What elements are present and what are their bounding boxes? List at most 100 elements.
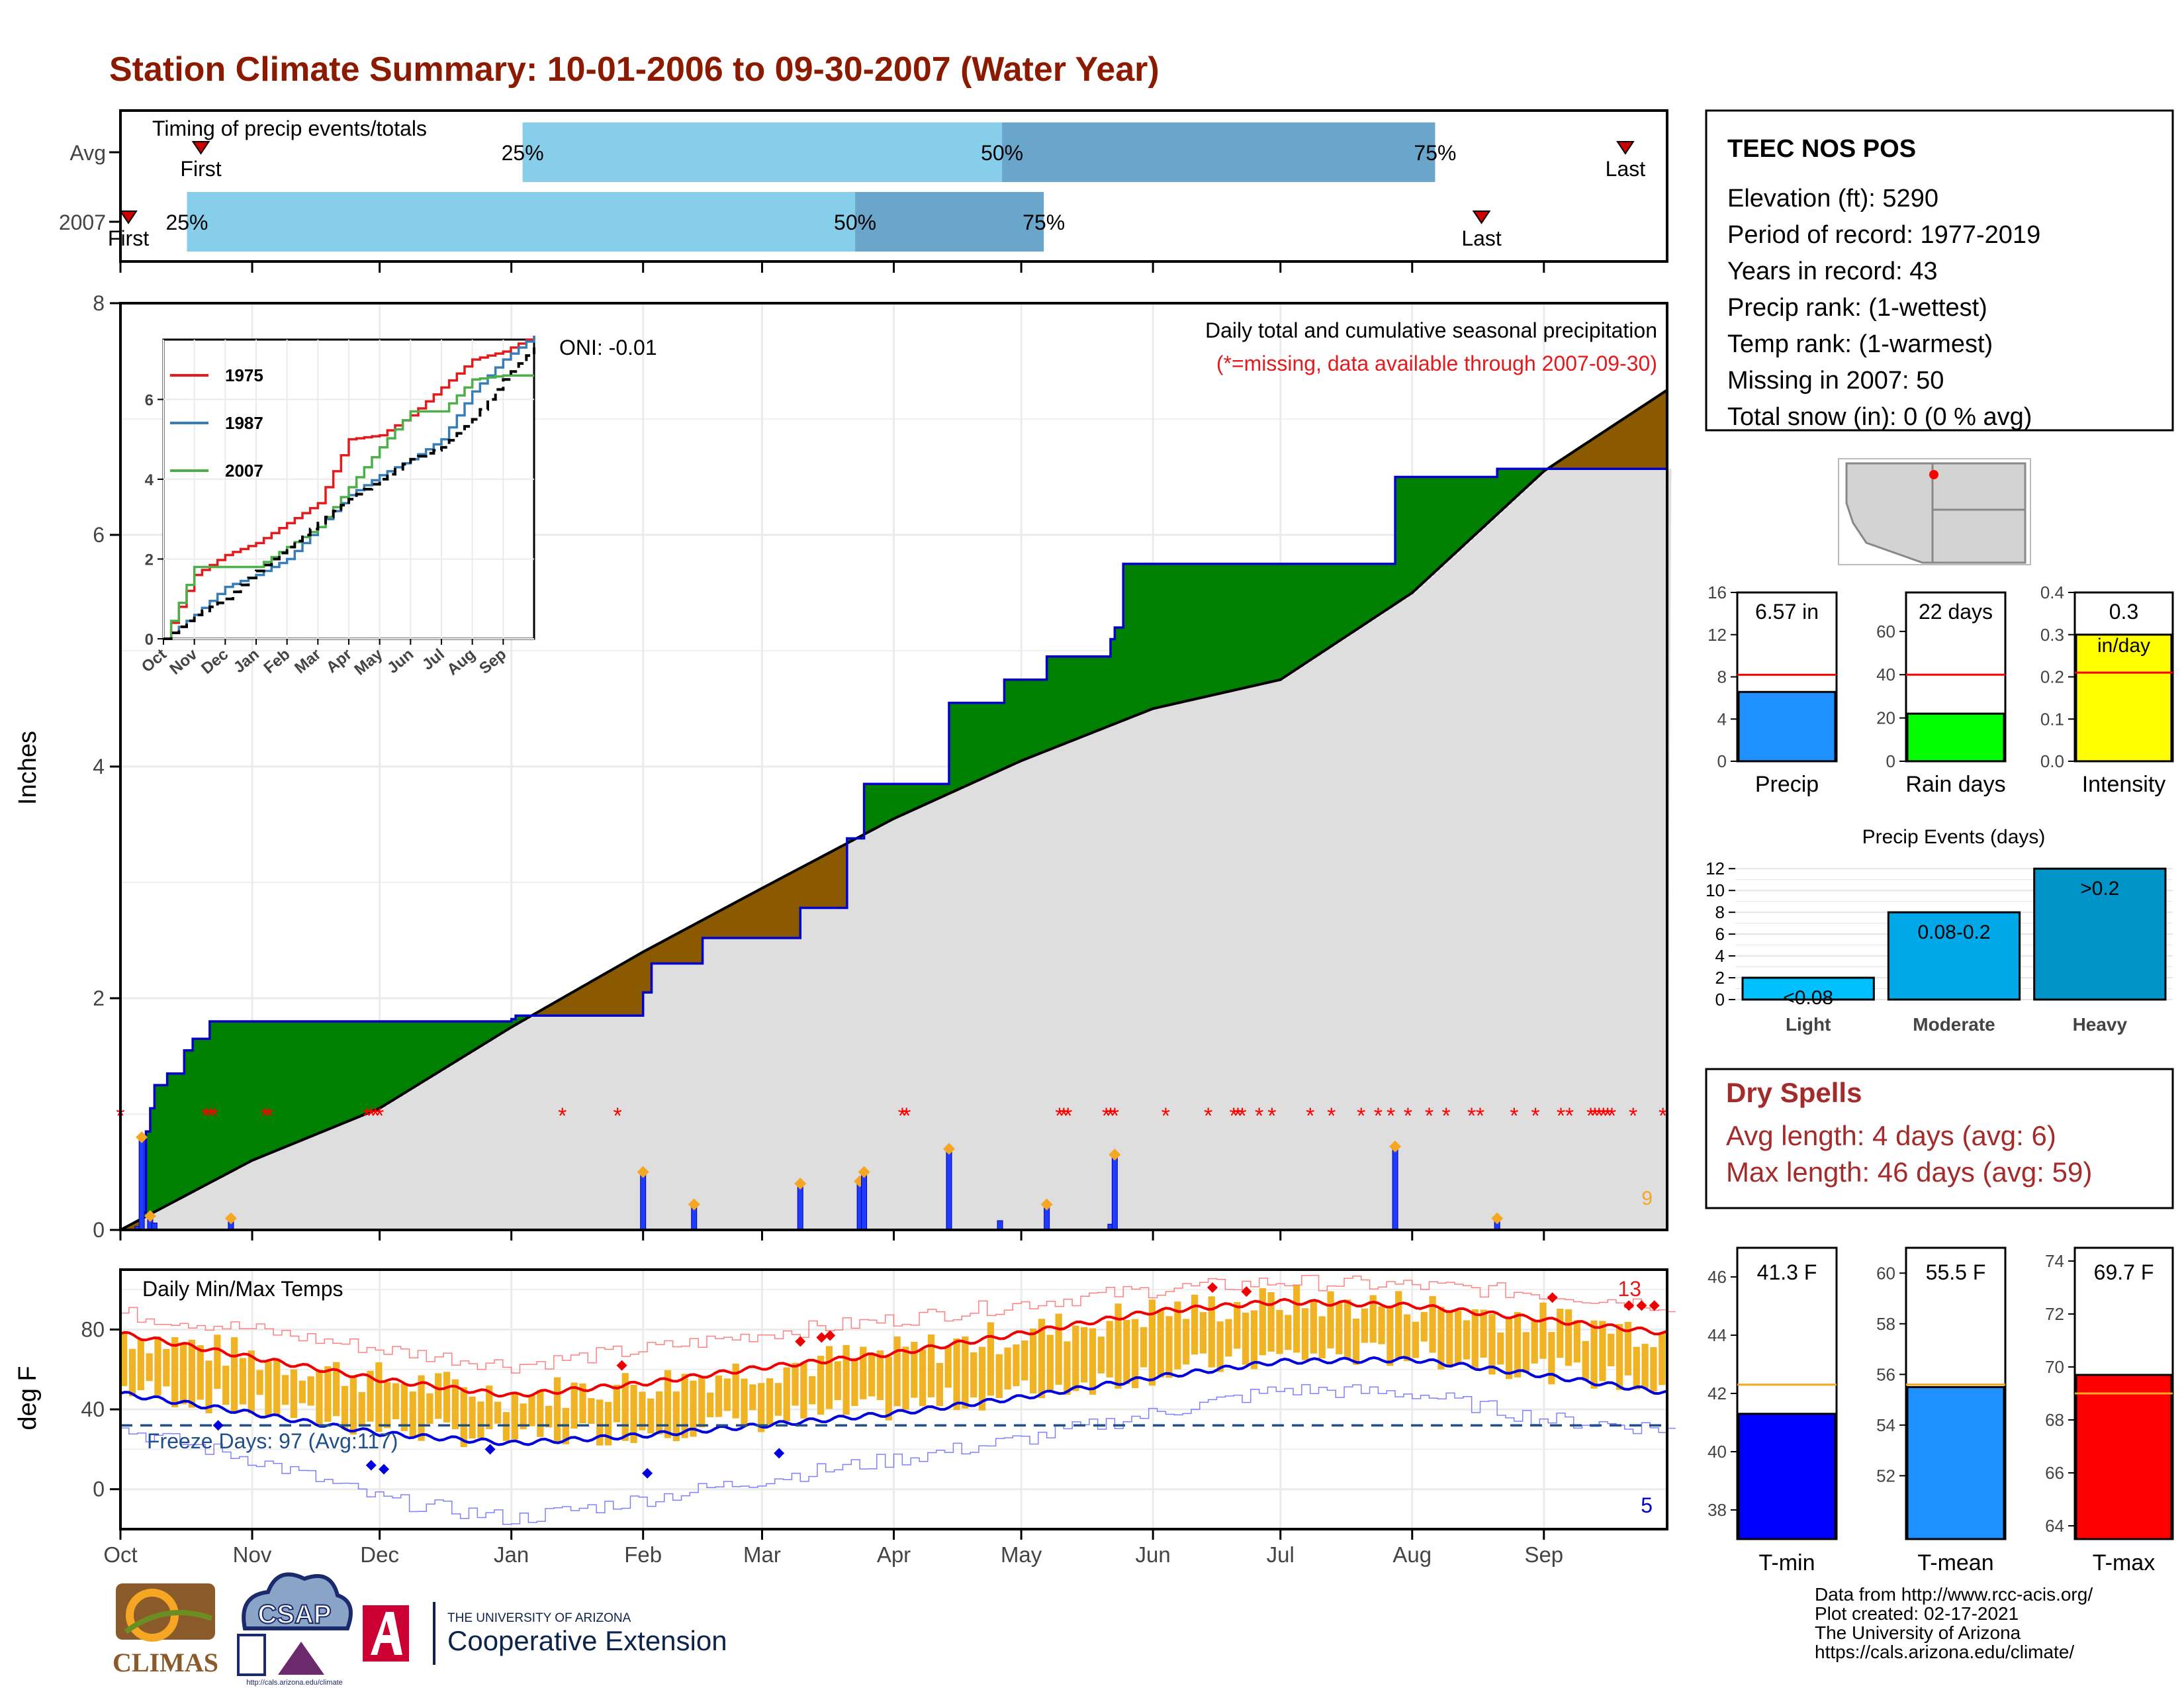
below-average-fill — [668, 937, 674, 964]
timing-bar-50-75 — [855, 192, 1044, 252]
above-average-fill — [1148, 563, 1154, 710]
below-average-fill — [604, 972, 610, 1016]
daily-temp-range-bar — [316, 1369, 323, 1425]
mini-bar-tick-label: 4 — [1717, 709, 1727, 729]
below-average-fill — [736, 900, 741, 938]
above-average-fill — [902, 784, 907, 814]
above-average-fill — [1395, 477, 1400, 603]
timing-last-label: Last — [1461, 226, 1502, 250]
below-average-fill — [804, 865, 809, 908]
above-average-fill — [486, 1021, 491, 1042]
above-average-fill — [1132, 563, 1137, 716]
below-average-fill — [813, 860, 818, 908]
below-average-fill — [787, 873, 793, 938]
csap-mountain — [278, 1642, 324, 1675]
daily-temp-range-bar — [409, 1391, 416, 1438]
above-average-fill — [1314, 563, 1320, 656]
temp-bar-value-label: 41.3 F — [1757, 1260, 1817, 1284]
missing-day-marker: * — [1267, 1103, 1276, 1129]
events-y-tick-label: 12 — [1706, 859, 1725, 878]
above-average-fill — [906, 784, 911, 812]
daily-temp-range-bar — [758, 1383, 765, 1432]
daily-temp-range-bar — [1004, 1347, 1011, 1390]
above-average-fill — [277, 1021, 283, 1149]
temp-bar-tick-label: 52 — [1876, 1466, 1895, 1485]
missing-day-marker: * — [1531, 1103, 1539, 1129]
above-average-fill — [371, 1021, 376, 1111]
mini-bar-tick-label: 0.4 — [2040, 583, 2064, 602]
above-average-fill — [1408, 477, 1413, 594]
station-info-line: Precip rank: (1-wettest) — [1727, 294, 1987, 322]
month-tick-label: May — [1001, 1542, 1042, 1567]
below-average-fill — [124, 1226, 130, 1230]
above-average-fill — [1242, 563, 1247, 688]
record-high-marker — [816, 1332, 827, 1343]
missing-day-marker: * — [1557, 1103, 1565, 1129]
daily-temp-range-bar — [179, 1344, 187, 1405]
mini-bar-name: Rain days — [1905, 772, 2005, 797]
above-average-fill — [1034, 679, 1039, 755]
timing-pct-label: 25% — [502, 141, 544, 165]
above-average-fill — [1161, 563, 1167, 706]
daily-temp-range-bar — [783, 1367, 790, 1422]
above-average-fill — [1467, 477, 1473, 540]
above-average-fill — [384, 1021, 389, 1105]
timing-pct-label: 75% — [1414, 141, 1456, 165]
daily-temp-range-bar — [349, 1376, 357, 1435]
below-average-fill — [596, 977, 602, 1016]
above-average-fill — [1476, 477, 1481, 532]
missing-day-marker: * — [371, 1103, 380, 1129]
below-average-fill — [770, 882, 776, 938]
above-average-fill — [876, 784, 882, 827]
daily-temp-range-bar — [604, 1401, 612, 1446]
events-y-tick-label: 8 — [1715, 902, 1725, 922]
above-average-fill — [477, 1021, 482, 1047]
missing-day-marker: * — [1374, 1103, 1383, 1129]
daily-temp-range-bar — [1046, 1335, 1054, 1391]
above-average-fill — [422, 1021, 427, 1081]
below-average-fill — [579, 987, 584, 1016]
cold-days-count: 5 — [1641, 1493, 1653, 1517]
daily-precip-bar — [138, 1137, 145, 1231]
daily-precip-bar — [861, 1172, 868, 1231]
below-average-fill — [574, 989, 580, 1016]
below-average-fill — [753, 891, 758, 938]
precip-event-bar — [1741, 976, 1875, 1001]
below-average-fill — [1557, 461, 1562, 469]
below-average-fill — [634, 955, 639, 1016]
mini-bar-name: Intensity — [2082, 772, 2166, 797]
daily-temp-range-bar — [188, 1339, 195, 1408]
timing-bar-25-50 — [187, 192, 856, 252]
daily-precip-bar — [1392, 1146, 1398, 1231]
missing-day-marker: * — [1603, 1103, 1612, 1129]
timing-pct-label: 75% — [1023, 211, 1065, 234]
daily-temp-range-bar — [1599, 1321, 1606, 1382]
above-average-fill — [269, 1021, 274, 1153]
missing-day-marker: * — [1467, 1103, 1476, 1129]
missing-day-marker: * — [375, 1103, 384, 1129]
events-y-tick-label: 0 — [1715, 990, 1725, 1009]
timing-pct-label: 50% — [981, 141, 1023, 165]
above-average-fill — [1004, 679, 1009, 768]
daily-temp-range-bar — [1208, 1296, 1215, 1368]
above-average-fill — [1318, 563, 1324, 653]
location-map — [1838, 458, 2031, 565]
missing-day-marker: * — [1238, 1103, 1246, 1129]
temp-bar-tick-label: 46 — [1707, 1267, 1727, 1287]
daily-temp-range-bar — [392, 1383, 400, 1419]
above-average-fill — [1165, 563, 1171, 706]
daily-precip-bar — [997, 1220, 1003, 1231]
daily-temp-range-bar — [995, 1354, 1003, 1399]
month-tick-label: Jun — [1136, 1542, 1171, 1567]
above-average-fill — [1289, 563, 1294, 673]
above-average-fill — [1157, 563, 1162, 708]
above-average-fill — [1433, 477, 1438, 571]
daily-temp-range-bar — [1369, 1295, 1377, 1343]
above-average-fill — [430, 1021, 435, 1076]
above-average-fill — [1527, 469, 1532, 485]
mini-bar-tick-label: 0.2 — [2040, 667, 2064, 687]
daily-temp-range-bar — [1148, 1299, 1156, 1386]
above-average-fill — [1259, 563, 1264, 684]
precip-caption: Daily total and cumulative seasonal prec… — [1205, 318, 1657, 342]
above-average-fill — [1340, 563, 1345, 639]
